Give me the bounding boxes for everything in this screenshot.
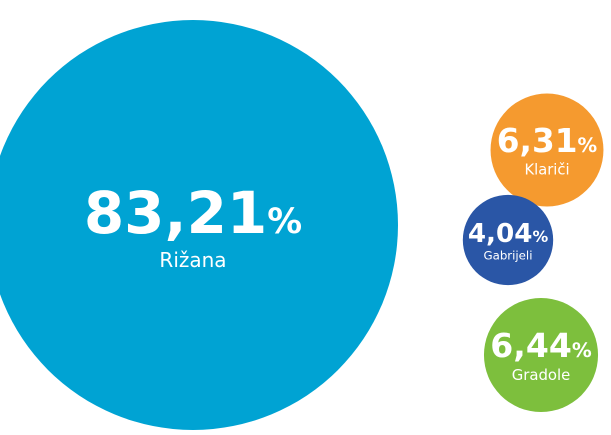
value-unit: % — [572, 339, 592, 362]
value-label: 6,31% — [497, 122, 598, 160]
value-number: 4,04 — [468, 219, 533, 249]
bubble — [490, 93, 604, 207]
category-label: Gradole — [512, 366, 571, 384]
value-label: 83,21% — [84, 179, 302, 247]
category-label: Klariči — [524, 162, 569, 179]
value-unit: % — [578, 134, 598, 157]
category-label: Gabrijeli — [484, 249, 533, 263]
value-number: 6,44 — [490, 326, 572, 365]
value-unit: % — [532, 227, 548, 246]
value-number: 6,31 — [497, 122, 578, 160]
bubble — [483, 297, 599, 413]
value-unit: % — [267, 202, 302, 242]
value-number: 83,21 — [84, 179, 267, 247]
bubble — [462, 194, 554, 286]
bubble — [0, 20, 398, 430]
category-label: Rižana — [159, 248, 226, 272]
value-label: 4,04% — [468, 219, 549, 249]
value-label: 6,44% — [490, 326, 592, 365]
